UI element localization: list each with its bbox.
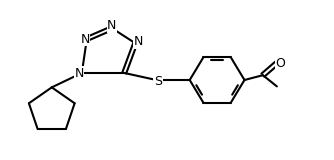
Text: S: S (154, 75, 162, 88)
Text: N: N (74, 67, 84, 80)
Text: N: N (107, 19, 117, 32)
Text: O: O (275, 56, 285, 70)
Text: N: N (133, 35, 143, 48)
Text: N: N (80, 32, 90, 46)
